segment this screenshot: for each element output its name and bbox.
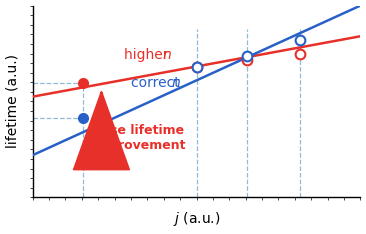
Y-axis label: lifetime (a.u.): lifetime (a.u.): [5, 55, 19, 148]
Text: n: n: [162, 48, 171, 62]
X-axis label: $j$ (a.u.): $j$ (a.u.): [173, 210, 220, 228]
Text: correct: correct: [131, 76, 184, 90]
Text: false lifetime
improvement: false lifetime improvement: [92, 124, 185, 153]
Text: higher: higher: [124, 48, 173, 62]
FancyArrowPatch shape: [74, 92, 129, 170]
Text: n: n: [172, 76, 181, 90]
